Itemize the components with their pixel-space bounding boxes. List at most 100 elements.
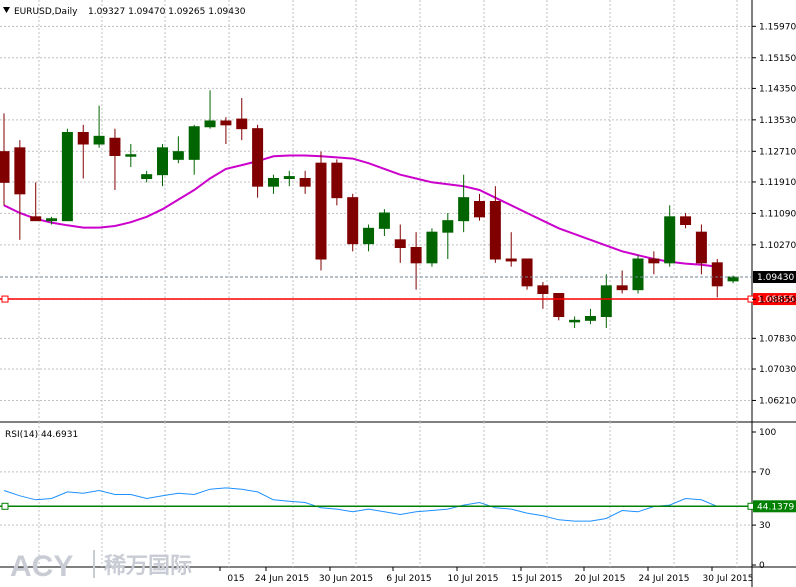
candle (680, 213, 692, 229)
rsi-tick-label: 70 (759, 468, 771, 478)
candle-body (30, 216, 42, 222)
candle (188, 124, 200, 175)
candle (109, 128, 121, 190)
candle (664, 205, 676, 267)
candle-body (93, 135, 105, 145)
rsi-level-anchor (1, 502, 9, 510)
candle-body (204, 120, 216, 128)
support-line-anchor (1, 295, 9, 303)
price-lines-layer: 1.09430 1.08855 (0, 271, 796, 306)
x-tick-label: 30 Jun 2015 (319, 574, 373, 584)
candle-body (600, 285, 612, 318)
candle (331, 159, 343, 206)
candle-body (347, 197, 359, 245)
candle-body (283, 176, 295, 179)
y-tick-label: 1.10270 (759, 241, 796, 251)
candle-body (616, 285, 628, 291)
x-tick-label: 015 (227, 574, 244, 584)
current-price-label: 1.09430 (757, 273, 794, 283)
candle-body (537, 285, 549, 295)
candle-body (220, 120, 232, 126)
candle-body (474, 201, 485, 218)
candle (458, 174, 470, 233)
candle (584, 308, 596, 325)
candle-body (458, 197, 470, 222)
triangle-down-icon (3, 7, 10, 13)
x-tick-label: 20 Jul 2015 (575, 574, 626, 584)
candle (14, 140, 26, 240)
candle (569, 316, 581, 328)
y-tick-label: 1.07030 (759, 365, 796, 375)
candle (236, 98, 248, 141)
candle (442, 213, 454, 259)
candle (394, 224, 406, 263)
candle-body (584, 316, 596, 321)
candle-body (299, 178, 311, 187)
candle (378, 209, 390, 236)
candle-body (109, 137, 121, 156)
candle-body (141, 174, 153, 180)
candle-body (695, 231, 707, 264)
candle-body (553, 293, 565, 317)
candles-layer (0, 90, 739, 328)
candle-body (680, 216, 692, 225)
rsi-layer: 44.1379 (0, 487, 796, 522)
candle (61, 128, 73, 222)
candle (727, 275, 739, 284)
candle-body (711, 262, 723, 287)
candle (204, 90, 216, 129)
candle-body (363, 227, 375, 245)
logo-brand: ACY (10, 550, 73, 583)
candle-body (442, 220, 454, 233)
rsi-tick-label: 30 (759, 521, 771, 531)
candle (172, 136, 184, 164)
candle-body (125, 154, 137, 157)
candle-body (14, 147, 26, 195)
candle-body (252, 128, 264, 187)
candle (141, 170, 153, 183)
x-tick-label: 30 Jul 2015 (703, 574, 754, 584)
candle-body (378, 212, 390, 229)
y-tick-label: 1.08850 (759, 295, 796, 305)
candle (283, 170, 295, 187)
moving-average-line (3, 154, 718, 268)
y-tick-label: 1.07830 (759, 334, 796, 344)
x-tick-label: 15 Jul 2015 (512, 574, 563, 584)
candle (648, 251, 660, 275)
candle (0, 113, 10, 206)
candle-body (489, 201, 501, 260)
candle (505, 232, 517, 267)
candle-body (331, 162, 343, 199)
candle-body (172, 151, 184, 160)
candle-body (157, 147, 168, 176)
y-tick-label: 1.11910 (759, 178, 796, 188)
x-tick-label: 24 Jun 2015 (255, 574, 309, 584)
candle (93, 105, 105, 148)
candle (347, 193, 359, 252)
current-price-tag (753, 271, 796, 284)
x-tick-label: 6 Jul 2015 (386, 574, 431, 584)
rsi-level-tag (753, 500, 796, 513)
candle-body (61, 132, 73, 222)
candle-body (648, 258, 660, 264)
candle (553, 293, 565, 321)
candle (537, 282, 549, 309)
y-tick-label: 1.13530 (759, 116, 796, 126)
y-tick-label: 1.12710 (759, 147, 796, 157)
candle-body (188, 126, 200, 160)
candle-body (505, 258, 517, 262)
candle (46, 216, 58, 225)
candle (220, 117, 232, 144)
candle (600, 274, 612, 328)
chart-ohlc: 1.09327 1.09470 1.09265 1.09430 (88, 7, 246, 17)
y-tick-label: 1.11090 (759, 209, 796, 219)
candle-body (664, 216, 676, 264)
candle-body (410, 247, 422, 264)
candle-body (236, 118, 248, 130)
candle-body (632, 258, 644, 291)
candle (489, 186, 501, 263)
y-axis: 1.15970 1.15150 1.14350 1.13530 1.12710 1.119… (752, 22, 796, 571)
candle (695, 224, 707, 275)
